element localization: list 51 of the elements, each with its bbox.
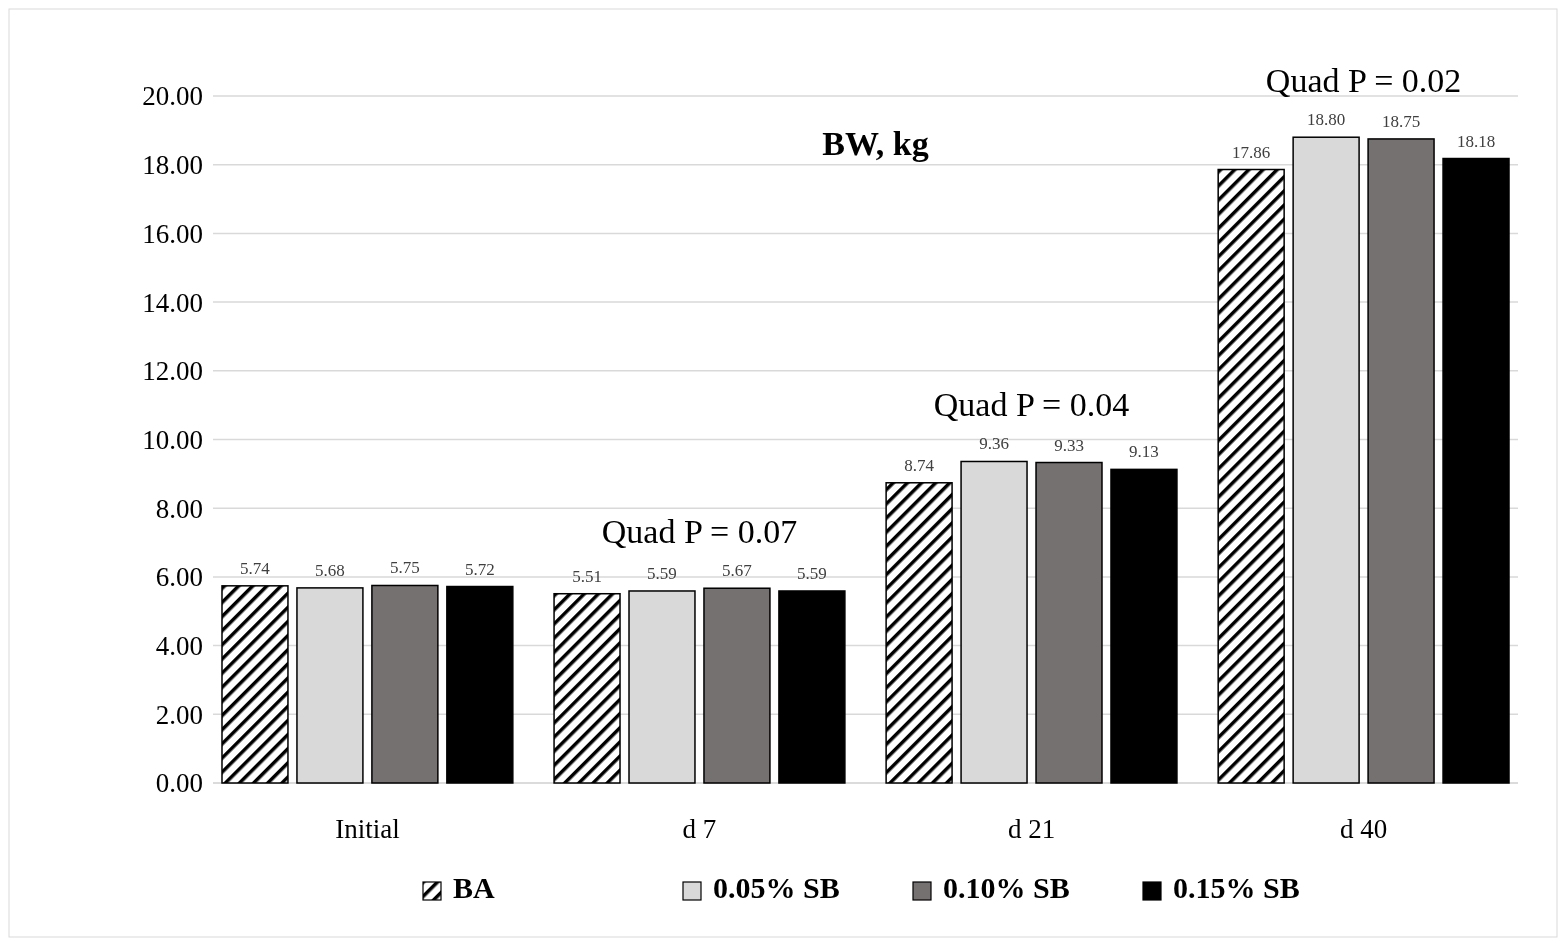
y-tick-label: 14.00 bbox=[142, 287, 203, 318]
bar bbox=[371, 584, 439, 784]
bar bbox=[703, 587, 771, 784]
data-label: 5.59 bbox=[797, 563, 827, 583]
data-label: 9.13 bbox=[1129, 442, 1159, 462]
x-tick-label: d 40 bbox=[1339, 814, 1388, 844]
y-tick-label: 18.00 bbox=[142, 150, 203, 181]
data-label: 5.68 bbox=[315, 560, 345, 580]
data-label: 18.75 bbox=[1381, 111, 1421, 131]
legend-label: BA bbox=[453, 871, 496, 904]
legend-label: 0.15% SB bbox=[1173, 871, 1300, 904]
bar bbox=[1367, 138, 1435, 784]
data-label: 8.74 bbox=[904, 455, 935, 475]
legend-label: 0.10% SB bbox=[943, 871, 1070, 904]
data-label: 17.86 bbox=[1232, 142, 1271, 162]
annotation: Quad P = 0.04 bbox=[933, 386, 1130, 424]
bar bbox=[1110, 468, 1178, 784]
y-tick-label: 16.00 bbox=[142, 218, 203, 249]
y-tick-label: 2.00 bbox=[155, 699, 203, 730]
data-label: 5.74 bbox=[240, 558, 271, 578]
annotation: Quad P = 0.07 bbox=[601, 513, 798, 551]
x-tick-label: d 21 bbox=[1007, 814, 1056, 844]
bar bbox=[1035, 461, 1103, 784]
bar bbox=[1442, 157, 1510, 784]
data-label: 9.36 bbox=[979, 434, 1009, 454]
bar bbox=[553, 592, 621, 784]
x-tick-label: d 7 bbox=[682, 814, 717, 844]
data-label: 9.33 bbox=[1054, 435, 1084, 455]
y-tick-label: 6.00 bbox=[155, 562, 203, 593]
data-label: 5.75 bbox=[390, 558, 420, 578]
y-tick-label: 12.00 bbox=[142, 356, 203, 387]
y-tick-label: 10.00 bbox=[142, 424, 203, 455]
legend-label: 0.05% SB bbox=[713, 871, 840, 904]
data-label: 18.18 bbox=[1456, 131, 1496, 151]
bar bbox=[446, 585, 514, 784]
data-label: 18.80 bbox=[1306, 110, 1346, 130]
y-tick-label: 4.00 bbox=[155, 631, 203, 662]
data-label: 5.67 bbox=[722, 561, 753, 581]
x-tick-label: Initial bbox=[335, 814, 400, 844]
annotation: Quad P = 0.02 bbox=[1265, 62, 1462, 100]
y-tick-label: 0.00 bbox=[155, 768, 203, 799]
bar bbox=[221, 585, 289, 784]
text: BW, kg bbox=[822, 125, 929, 162]
y-tick-label: 20.00 bbox=[142, 81, 203, 112]
bar bbox=[885, 482, 953, 784]
y-tick-label: 8.00 bbox=[155, 493, 203, 524]
data-label: 5.72 bbox=[464, 559, 495, 579]
bar bbox=[1217, 168, 1285, 784]
data-label: 5.51 bbox=[572, 566, 602, 586]
bar bbox=[778, 590, 846, 784]
data-label: 5.59 bbox=[647, 563, 677, 583]
